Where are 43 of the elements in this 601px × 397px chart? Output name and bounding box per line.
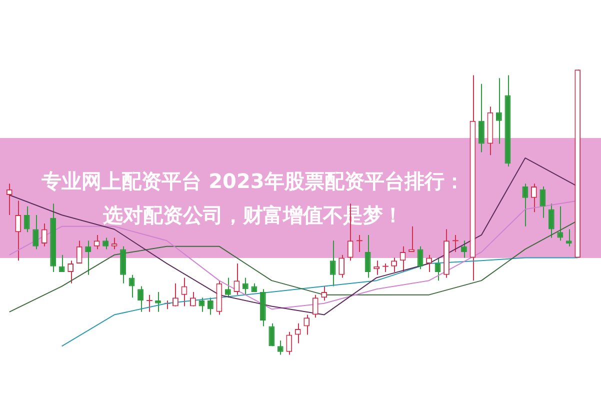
candlestick [102, 237, 108, 250]
candlestick [294, 322, 301, 344]
candlestick [417, 246, 424, 270]
candlestick [32, 214, 39, 250]
candlestick [557, 206, 564, 242]
candlestick [268, 322, 275, 347]
candlestick [111, 237, 118, 250]
candlestick [58, 254, 65, 273]
candlestick [452, 234, 459, 253]
candlestick [356, 234, 363, 253]
candlestick [540, 186, 546, 218]
candlestick [548, 203, 554, 238]
candlestick [364, 234, 371, 278]
candlestick [338, 254, 345, 278]
candlestick [146, 294, 153, 312]
candlestick [530, 183, 537, 213]
candlestick [6, 183, 12, 216]
candlestick [242, 277, 248, 296]
candlestick [15, 200, 22, 262]
candlestick [224, 277, 231, 298]
candlestick [461, 240, 467, 258]
candlestick [41, 223, 48, 247]
candlestick [138, 286, 144, 312]
candlestick [408, 226, 414, 253]
candlestick [94, 234, 100, 250]
candlestick [24, 206, 30, 233]
candlestick [312, 294, 318, 318]
candlestick [155, 291, 161, 312]
candlestick [496, 78, 502, 144]
candlestick [321, 286, 328, 302]
candlestick [391, 257, 397, 273]
candlestick [522, 183, 528, 227]
candlestick [128, 274, 135, 298]
candlestick [120, 246, 126, 284]
candlestick [286, 331, 292, 356]
candlestick [277, 340, 284, 356]
candlestick [330, 240, 336, 287]
candlestick [426, 254, 432, 273]
candlestick [478, 83, 484, 153]
candlestick [234, 262, 240, 296]
candlestick [76, 240, 82, 264]
candlestick [566, 228, 572, 247]
candlestick [85, 240, 92, 276]
